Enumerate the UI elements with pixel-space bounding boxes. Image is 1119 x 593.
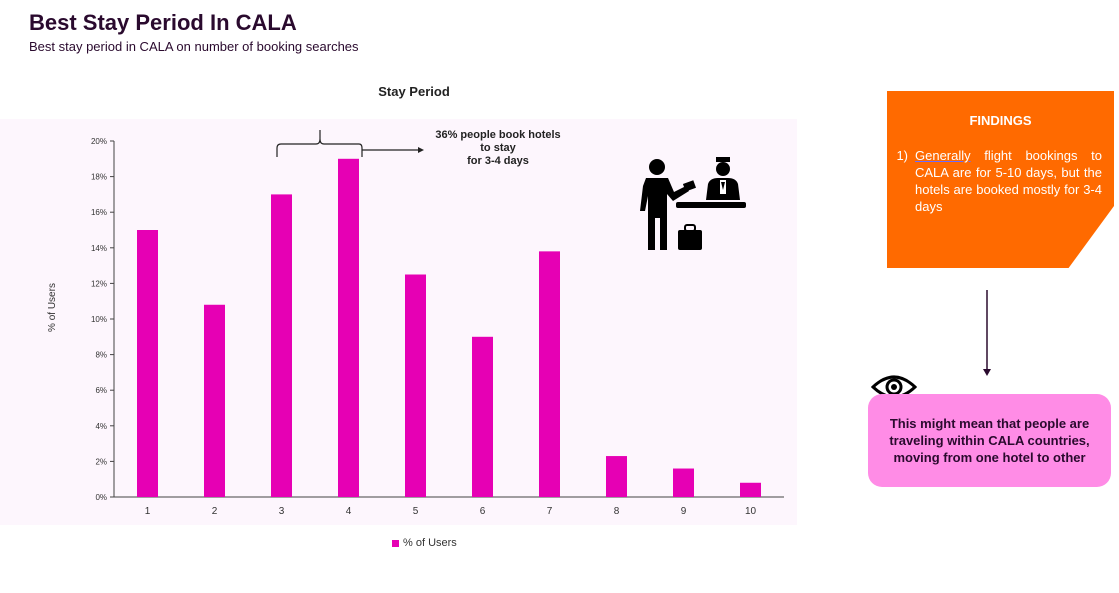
bar-1 xyxy=(137,230,158,497)
y-tick-label: 0% xyxy=(95,493,107,502)
findings-number: 1) xyxy=(896,148,908,163)
y-tick-label: 6% xyxy=(95,386,107,395)
annotation-text: 36% people book hotels to stay for 3-4 day… xyxy=(435,129,561,167)
y-tick-label: 14% xyxy=(91,244,107,253)
legend-label: % of Users xyxy=(403,537,457,549)
bar-7 xyxy=(539,251,560,497)
chart-title: Stay Period xyxy=(378,84,450,99)
y-tick-label: 12% xyxy=(91,279,107,288)
bar-4 xyxy=(338,158,359,498)
bar-6 xyxy=(472,336,493,497)
y-tick-label: 8% xyxy=(95,351,107,360)
bar-2 xyxy=(204,304,225,497)
bar-chart: 0% 2% 4% 6% 8% 10% 12% 14% 16% 18% 20% 1 2 3 4 5 6 7 8 9 10 xyxy=(91,130,784,517)
x-tick-label: 1 xyxy=(145,506,151,517)
findings-underlined-word: Generally xyxy=(915,148,971,163)
findings-box: FINDINGS 1) Generally flight bookings to… xyxy=(887,91,1114,268)
x-tick-label: 8 xyxy=(614,506,620,517)
y-tick-label: 18% xyxy=(91,173,107,182)
findings-text: Generally flight bookings to CALA are fo… xyxy=(915,147,1102,215)
page-title: Best Stay Period In CALA xyxy=(29,10,297,35)
x-tick-label: 4 xyxy=(346,506,352,517)
brace-annotation xyxy=(276,130,363,157)
x-tick-label: 6 xyxy=(480,506,486,517)
y-tick-label: 10% xyxy=(91,315,107,324)
y-tick-label: 16% xyxy=(91,208,107,217)
x-tick-label: 2 xyxy=(212,506,218,517)
y-tick-label: 2% xyxy=(95,457,107,466)
conclusion-text: This might mean that people are travelin… xyxy=(889,416,1090,465)
bar-8 xyxy=(606,456,627,497)
y-tick-label: 20% xyxy=(91,137,107,146)
x-tick-label: 3 xyxy=(279,506,285,517)
x-tick-label: 7 xyxy=(547,506,553,517)
y-axis-label: % of Users xyxy=(46,283,58,332)
bar-10 xyxy=(740,482,761,497)
chart-legend: % of Users xyxy=(392,537,457,549)
bar-3 xyxy=(271,194,292,497)
x-tick-label: 5 xyxy=(413,506,419,517)
x-tick-label: 9 xyxy=(681,506,687,517)
hotel-reception-icon xyxy=(640,157,746,250)
arrow-down-icon xyxy=(983,290,991,376)
legend-swatch xyxy=(392,539,399,547)
bar-9 xyxy=(673,468,694,497)
chart-annotation: 36% people book hotels to stay for 3-4 day… xyxy=(418,129,578,168)
findings-body: flight bookings to CALA are for 5-10 day… xyxy=(915,148,1102,214)
y-tick-label: 4% xyxy=(95,422,107,431)
annotation-arrowhead xyxy=(418,147,424,153)
page-subtitle: Best stay period in CALA on number of bo… xyxy=(29,39,359,54)
x-tick-label: 10 xyxy=(745,506,757,517)
findings-item: 1) Generally flight bookings to CALA are… xyxy=(887,147,1102,215)
findings-title: FINDINGS xyxy=(969,113,1032,128)
bar-5 xyxy=(405,274,426,497)
conclusion-box: This might mean that people are travelin… xyxy=(868,394,1111,487)
